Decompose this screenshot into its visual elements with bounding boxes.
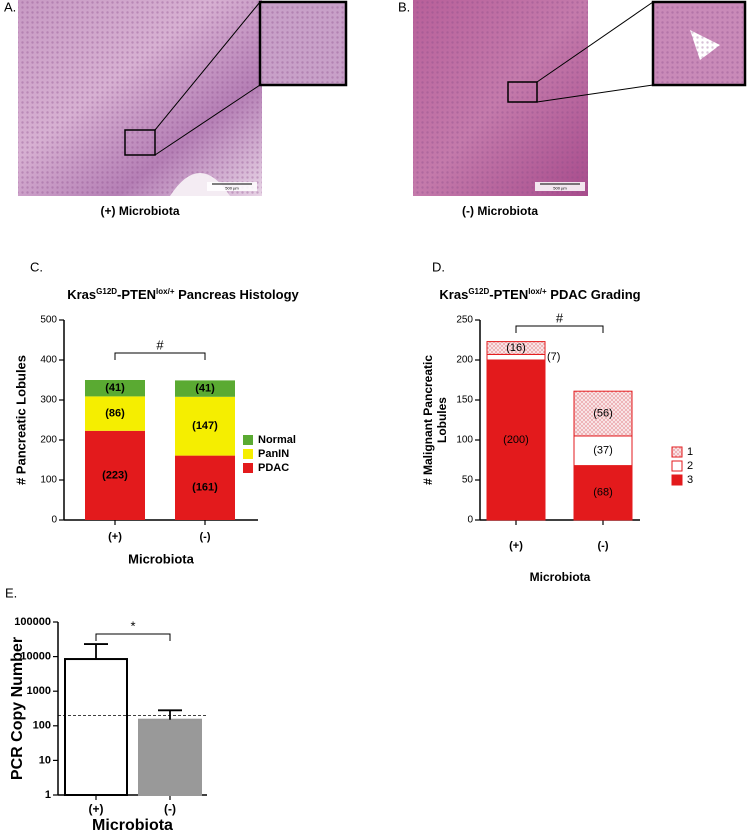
x-tick-label: (+) — [89, 802, 104, 816]
chart-title: KrasG12D-PTENlox/+ PDAC Grading — [439, 287, 640, 303]
value-label: (56) — [593, 408, 613, 420]
y-tick-label: 0 — [51, 515, 57, 526]
bar-segment — [175, 455, 235, 520]
bar-segment — [85, 380, 145, 397]
y-tick-label: 500 — [40, 315, 57, 326]
bar-segment — [85, 396, 145, 431]
x-axis-label: Microbiota — [128, 551, 194, 566]
image-caption: (+) Microbiota — [100, 204, 179, 218]
x-axis-label: Microbiota — [92, 817, 173, 834]
value-label: (147) — [192, 420, 218, 432]
significance-bracket — [114, 352, 206, 360]
panel-letter: A. — [4, 0, 16, 14]
significance-mark: * — [130, 618, 135, 633]
value-label: (68) — [593, 487, 613, 499]
chart-title: KrasG12D-PTENlox/+ Pancreas Histology — [67, 287, 299, 303]
bar-segment — [573, 435, 633, 467]
histology-a — [18, 0, 348, 196]
title-part: Kras — [67, 287, 96, 302]
value-label: (86) — [105, 408, 125, 420]
x-tick-label: (+) — [108, 531, 122, 543]
value-label: (41) — [105, 382, 125, 394]
title-part: lox/+ — [528, 287, 547, 296]
y-tick-label: 1 — [45, 789, 51, 801]
y-tick-label: 100 — [456, 435, 473, 446]
scale-bar-label: 500 µm — [553, 186, 567, 191]
y-tick-label: 100 — [33, 720, 51, 732]
bar-segment — [85, 430, 145, 520]
value-label: (200) — [503, 434, 529, 446]
title-part: Pancreas Histology — [175, 287, 300, 302]
title-part: PDAC Grading — [547, 287, 641, 302]
title-part: Kras — [439, 287, 468, 302]
image-caption: (-) Microbiota — [462, 204, 538, 218]
legend-swatch — [243, 463, 253, 473]
legend-label: 1 — [687, 446, 693, 458]
value-label: (161) — [192, 482, 218, 494]
y-tick-label: 0 — [467, 515, 473, 526]
title-part: -PTEN — [489, 287, 528, 302]
bar-segment — [486, 359, 546, 521]
y-tick-label: 50 — [462, 475, 474, 486]
panel-letter: C. — [30, 259, 43, 274]
significance-bracket — [515, 325, 604, 333]
y-tick-label: 100000 — [14, 616, 51, 628]
panel-letter: B. — [398, 0, 410, 14]
y-tick-label: 100 — [40, 475, 57, 486]
value-label: (16) — [506, 342, 526, 354]
y-tick-label: 250 — [456, 315, 473, 326]
legend-swatch — [243, 435, 253, 445]
bar — [138, 718, 202, 796]
title-part: lox/+ — [156, 287, 175, 296]
title-part: -PTEN — [117, 287, 156, 302]
legend-label: 3 — [687, 474, 693, 486]
value-label: (37) — [593, 445, 613, 457]
y-tick-label: 150 — [456, 395, 473, 406]
panel-letter: E. — [5, 585, 17, 600]
bar-segment — [486, 341, 546, 355]
bar — [64, 658, 128, 797]
bar-segment — [573, 390, 633, 437]
legend-swatch — [671, 446, 683, 458]
y-tick-label: 1000 — [27, 685, 51, 697]
legend-swatch — [671, 474, 683, 486]
histology-b — [413, 0, 747, 196]
legend-label: Normal — [258, 434, 296, 446]
y-axis-label: PCR Copy Number — [9, 637, 26, 780]
significance-mark: # — [156, 337, 164, 352]
x-tick-label: (-) — [164, 802, 176, 816]
y-tick-label: 200 — [456, 355, 473, 366]
title-part: G12D — [468, 287, 489, 296]
legend-swatch — [243, 449, 253, 459]
value-label: (41) — [195, 383, 215, 395]
y-tick-label: 400 — [40, 355, 57, 366]
y-axis-label: # Malignant Pancreatic — [421, 355, 435, 485]
x-tick-label: (+) — [509, 540, 523, 552]
value-label: (223) — [102, 469, 128, 481]
legend-swatch — [671, 460, 683, 472]
bar-segment — [175, 380, 235, 397]
title-part: G12D — [96, 287, 117, 296]
legend-label: PDAC — [258, 462, 289, 474]
significance-bracket — [95, 633, 171, 641]
y-tick-label: 10 — [39, 754, 51, 766]
y-tick-label: 200 — [40, 435, 57, 446]
y-tick-label: 10000 — [20, 651, 51, 663]
y-tick-label: 300 — [40, 395, 57, 406]
x-tick-label: (-) — [598, 540, 609, 552]
bar-segment — [175, 396, 235, 456]
legend-label: 2 — [687, 460, 693, 472]
significance-mark: # — [556, 310, 564, 325]
panel-letter: D. — [432, 259, 445, 274]
value-label: (7) — [547, 351, 560, 363]
x-tick-label: (-) — [200, 531, 211, 543]
scale-bar-label: 500 µm — [225, 186, 239, 191]
bar-segment — [486, 353, 546, 361]
legend-label: PanIN — [258, 448, 289, 460]
bar-segment — [573, 465, 633, 521]
y-axis-label: Lobules — [435, 397, 449, 443]
x-axis-label: Microbiota — [530, 570, 591, 584]
y-axis-label: # Pancreatic Lobules — [13, 355, 28, 485]
